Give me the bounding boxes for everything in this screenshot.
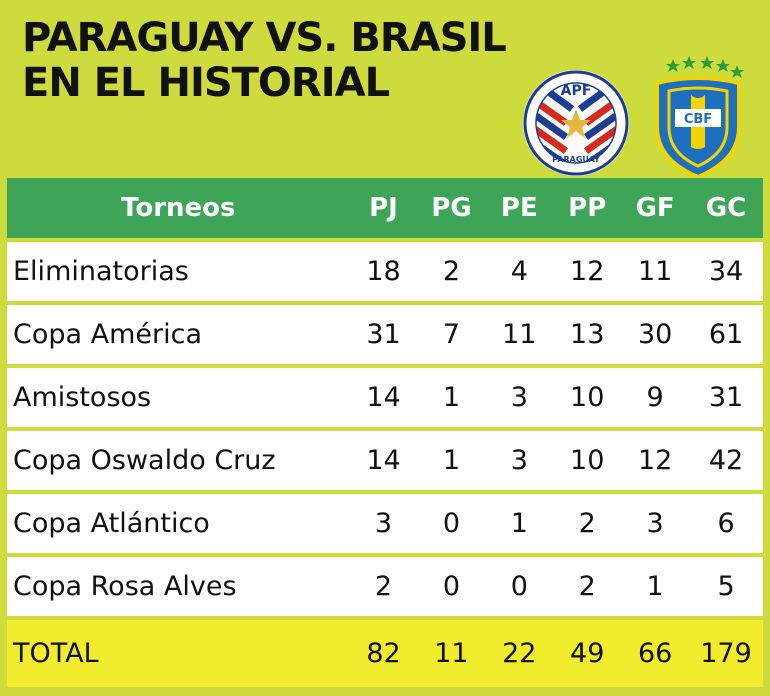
header-gf: GF bbox=[635, 193, 675, 223]
title-line-1: PARAGUAY VS. BRASIL bbox=[22, 15, 507, 61]
total-label: TOTAL bbox=[13, 638, 99, 669]
row-pp: 13 bbox=[570, 319, 605, 350]
row-gc: 31 bbox=[708, 382, 744, 413]
row-pe: 1 bbox=[510, 508, 528, 539]
row-pg: 2 bbox=[442, 256, 460, 287]
row-pe: 11 bbox=[502, 319, 537, 350]
row-gf: 11 bbox=[637, 256, 673, 287]
apf-logo: APF PARAGUAY bbox=[523, 70, 629, 176]
row-pj: 18 bbox=[366, 256, 401, 287]
row-gf: 30 bbox=[637, 319, 673, 350]
results-table: Torneos PJ PG PE PP GF GC Eliminatorias … bbox=[7, 178, 763, 687]
table-row: Copa Oswaldo Cruz 14 1 3 10 12 42 bbox=[7, 431, 763, 490]
row-tournament: Eliminatorias bbox=[13, 256, 189, 287]
table-header: Torneos PJ PG PE PP GF GC bbox=[7, 178, 763, 238]
row-gc: 6 bbox=[717, 508, 735, 539]
row-pg: 7 bbox=[442, 319, 460, 350]
row-pg: 1 bbox=[442, 382, 460, 413]
header-gc: GC bbox=[705, 193, 747, 223]
row-pe: 3 bbox=[510, 382, 528, 413]
row-tournament: Amistosos bbox=[13, 382, 152, 413]
title-line-2: EN EL HISTORIAL bbox=[22, 60, 390, 106]
row-pj: 14 bbox=[366, 445, 401, 476]
row-pj: 31 bbox=[366, 319, 401, 350]
row-gf: 9 bbox=[646, 382, 664, 413]
row-pg: 0 bbox=[442, 508, 460, 539]
header-torneos: Torneos bbox=[121, 193, 236, 223]
row-pe: 4 bbox=[510, 256, 528, 287]
row-gc: 42 bbox=[708, 445, 744, 476]
row-gc: 61 bbox=[708, 319, 744, 350]
row-pj: 2 bbox=[374, 571, 393, 602]
table-row: Copa América 31 7 11 13 30 61 bbox=[7, 305, 763, 364]
row-pp: 10 bbox=[570, 382, 605, 413]
row-gc: 5 bbox=[717, 571, 735, 602]
header-pg: PG bbox=[431, 193, 472, 223]
header-pe: PE bbox=[500, 193, 538, 223]
table-row: Copa Rosa Alves 2 0 0 2 1 5 bbox=[7, 557, 763, 616]
cbf-text: CBF bbox=[684, 112, 712, 127]
total-pj: 82 bbox=[366, 638, 401, 669]
row-pe: 0 bbox=[510, 571, 528, 602]
apf-bottom-text: PARAGUAY bbox=[552, 155, 600, 164]
row-pp: 2 bbox=[578, 508, 596, 539]
row-pp: 12 bbox=[570, 256, 605, 287]
total-gc: 179 bbox=[700, 638, 752, 669]
total-pg: 11 bbox=[434, 638, 469, 669]
row-pp: 2 bbox=[578, 571, 596, 602]
table-total-row: TOTAL 82 11 22 49 66 179 bbox=[7, 620, 763, 687]
row-tournament: Copa Atlántico bbox=[13, 508, 210, 539]
table-row: Copa Atlántico 3 0 1 2 3 6 bbox=[7, 494, 763, 553]
table-row: Amistosos 14 1 3 10 9 31 bbox=[7, 368, 763, 427]
apf-top-text: APF bbox=[561, 83, 592, 99]
stars-icon bbox=[666, 56, 744, 78]
row-pj: 3 bbox=[374, 508, 393, 539]
row-pe: 3 bbox=[510, 445, 528, 476]
row-tournament: Copa Rosa Alves bbox=[13, 571, 237, 602]
header-pj: PJ bbox=[369, 193, 398, 223]
total-gf: 66 bbox=[637, 638, 673, 669]
table-row: Eliminatorias 18 2 4 12 11 34 bbox=[7, 242, 763, 301]
row-pp: 10 bbox=[570, 445, 605, 476]
row-pg: 0 bbox=[442, 571, 460, 602]
row-gf: 12 bbox=[637, 445, 673, 476]
row-pg: 1 bbox=[442, 445, 460, 476]
total-pp: 49 bbox=[570, 638, 605, 669]
page-title: PARAGUAY VS. BRASIL EN EL HISTORIAL bbox=[22, 15, 507, 106]
row-gf: 3 bbox=[646, 508, 664, 539]
row-tournament: Copa Oswaldo Cruz bbox=[13, 445, 276, 476]
header-pp: PP bbox=[568, 193, 607, 223]
row-gf: 1 bbox=[646, 571, 664, 602]
row-gc: 34 bbox=[708, 256, 744, 287]
row-tournament: Copa América bbox=[13, 319, 203, 350]
row-pj: 14 bbox=[366, 382, 401, 413]
star-icon bbox=[561, 109, 591, 138]
cbf-logo: CBF bbox=[655, 56, 744, 178]
total-pe: 22 bbox=[502, 638, 537, 669]
